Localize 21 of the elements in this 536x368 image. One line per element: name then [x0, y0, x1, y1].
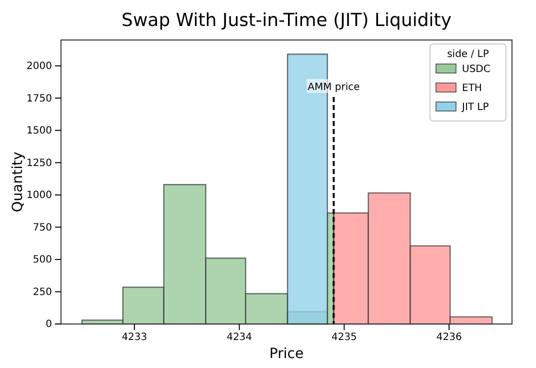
y-tick-label: 750 [32, 222, 52, 234]
x-tick-label: 4235 [331, 332, 357, 344]
x-axis-title: Price [269, 346, 304, 362]
y-tick-label: 500 [32, 254, 52, 266]
y-tick-label: 250 [32, 286, 52, 298]
ref-line-label: AMM price [308, 82, 360, 93]
y-tick-label: 1000 [26, 190, 52, 202]
y-axis-title: Quantity [10, 152, 26, 212]
legend-label: ETH [462, 83, 482, 94]
y-tick-label: 1250 [26, 158, 52, 169]
y-tick-label: 0 [46, 319, 52, 330]
x-tick-label: 4233 [122, 332, 148, 344]
chart-title: Swap With Just-in-Time (JIT) Liquidity [122, 10, 452, 31]
y-tick-label: 1750 [26, 93, 52, 104]
y-tick-label: 1500 [26, 126, 52, 137]
legend-title: side / LP [447, 49, 489, 60]
legend-label: JIT LP [461, 102, 489, 113]
legend-label: USDC [462, 64, 490, 75]
x-tick-label: 4236 [436, 332, 462, 344]
x-tick-label: 4234 [226, 332, 252, 344]
y-tick-label: 2000 [26, 61, 52, 72]
